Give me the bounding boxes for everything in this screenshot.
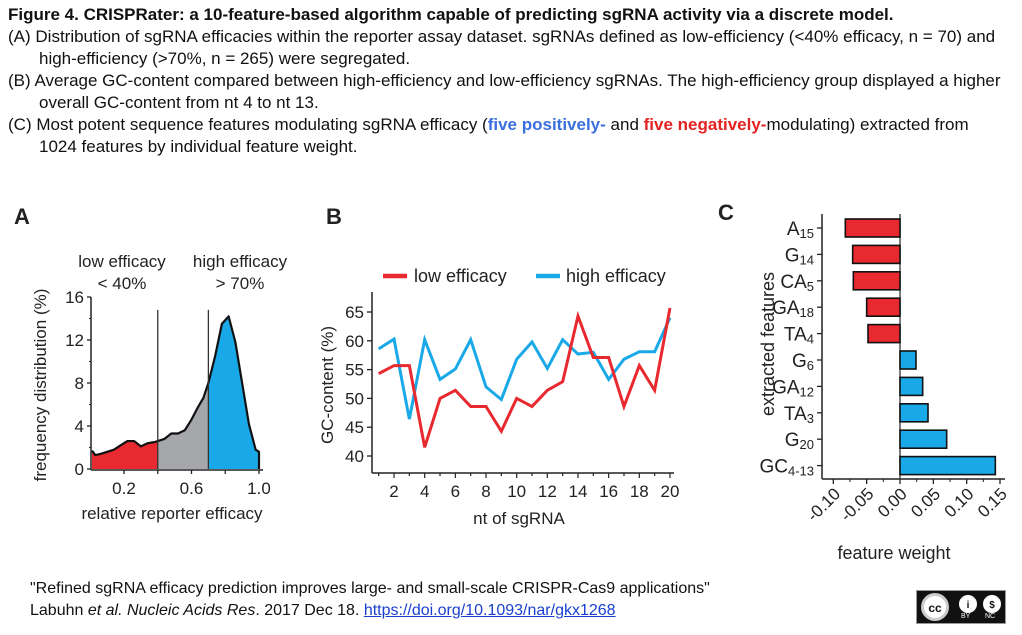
y-axis-title: extracted features [758,272,778,416]
x-axis-title: nt of sgRNA [473,509,565,528]
series-line-low-efficacy [378,307,672,448]
caption-item-b: (B) Average GC-content compared between … [8,71,1001,112]
bar-GA18 [865,297,901,318]
panel-label-c: C [718,200,734,225]
y-tick-label: 12 [65,331,84,350]
noncommercial-icon: $ [981,593,1003,615]
x-tick-label: 1.0 [247,479,271,498]
y-tick-label: 40 [345,447,364,466]
x-tick-label: 12 [538,482,557,501]
caption-item-a: (A) Distribution of sgRNA efficacies wit… [8,27,996,68]
caption-c-pre: (C) Most potent sequence features modula… [8,115,488,134]
nc-label: NC [985,613,996,620]
attribution-icon: i [957,593,979,615]
bar-G14 [851,244,901,265]
y-tick-label: G14 [785,245,814,267]
y-tick-label: 0 [75,460,84,479]
low-efficacy-threshold: < 40% [98,274,147,293]
x-tick-label: 0.05 [907,484,944,521]
bar-TA3 [899,402,929,423]
x-tick-label: 8 [481,482,490,501]
area-segment-high-efficacy [208,316,259,469]
panel-c-chart: A15 G14 CA5 GA18 TA4 G6 GA12 TA3 G20 GC4-13 -0.10-… [758,214,1011,563]
high-efficacy-label: high efficacy [193,252,288,271]
y-tick-label: 4 [75,417,84,436]
high-efficacy-threshold: > 70% [216,274,265,293]
citation-date: . 2017 Dec 18. [255,602,364,619]
y-tick-label: 55 [345,361,364,380]
x-tick-label: 18 [630,482,649,501]
panel-label-b: B [326,204,342,229]
x-tick-label: 16 [599,482,618,501]
y-tick-label: TA3 [784,404,814,426]
citation-title: "Refined sgRNA efficacy prediction impro… [30,580,710,597]
x-tick-label: -0.10 [803,484,844,525]
x-tick-label: 4 [420,482,429,501]
caption-c-positive: five positively- [487,115,606,134]
x-axis-title: relative reporter efficacy [81,504,263,523]
panel-b-chart: 40 45 50 55 60 65 2 4 6 8 10 12 14 16 18 20 nt of sgRNA G… [318,266,679,528]
y-tick-label: 8 [75,374,84,393]
area-segment-low-efficacy [92,441,158,469]
x-tick-label: 20 [661,482,680,501]
area-segment-intermediate [157,383,209,469]
y-tick-label: 16 [65,288,84,307]
y-tick-label: G6 [792,351,814,373]
x-tick-label: -0.05 [837,484,878,525]
y-tick-label: GA18 [772,298,814,320]
x-tick-label: 2 [389,482,398,501]
caption-c-post: modulating) extracted from 1024 features… [39,115,969,156]
x-tick-label: 0.00 [874,484,911,521]
x-tick-label: 0.6 [180,479,204,498]
panel-label-a: A [14,204,30,229]
citation-authors: Labuhn [30,602,88,619]
x-tick-label: 0.15 [974,484,1011,521]
x-tick-label: 14 [569,482,588,501]
series-line-high-efficacy [377,317,672,420]
low-efficacy-label: low efficacy [78,252,166,271]
bar-GC4-13 [899,455,997,476]
y-tick-label: 50 [345,389,364,408]
y-tick-label: 45 [345,418,364,437]
y-tick-label: 65 [345,303,364,322]
bar-G6 [899,350,917,370]
y-tick-label: A15 [787,219,814,241]
bar-A15 [844,218,901,238]
bar-G20 [899,429,948,450]
y-axis-title: frequency distribution (%) [31,289,50,482]
x-tick-label: 6 [451,482,460,501]
bar-GA12 [899,376,924,397]
citation: "Refined sgRNA efficacy prediction impro… [30,578,710,622]
y-tick-label: GA12 [772,377,814,399]
citation-journal: et al. Nucleic Acids Res [87,602,256,619]
figure-title: Figure 4. CRISPRater: a 10-feature-based… [8,5,894,24]
y-tick-label: CA5 [780,272,814,294]
y-tick-label: TA4 [784,325,814,347]
y-tick-label: 60 [345,332,364,351]
legend-label-low-efficacy: low efficacy [414,266,507,286]
doi-link[interactable]: https://doi.org/10.1093/nar/gkx1268 [363,602,616,619]
x-tick-label: 10 [507,482,526,501]
panel-a-chart: 0 4 8 12 16 0.2 0.6 1.0 relative reporter effica… [31,252,288,523]
by-label: BY [961,613,971,620]
caption-c-mid: and [605,115,644,134]
y-axis-title: GC-content (%) [318,326,337,444]
caption-item-c: (C) Most potent sequence features modula… [8,114,1008,158]
citation-ref: Labuhn et al. Nucleic Acids Res. 2017 De… [30,600,710,622]
x-tick-label: 0.2 [112,479,136,498]
y-tick-label: G20 [785,430,814,452]
cc-by-nc-license-badge[interactable]: cc i $ BY NC [916,590,1006,624]
x-axis-title: feature weight [837,543,950,563]
y-tick-label: GC4-13 [759,457,814,479]
legend-label-high-efficacy: high efficacy [566,266,666,286]
caption-c-negative: five negatively- [643,115,767,134]
bar-TA4 [867,323,901,344]
distribution-outline [91,315,261,469]
bar-CA5 [852,270,901,291]
cc-icon: cc [921,593,949,621]
x-tick-label: 0.10 [941,484,978,521]
figure-caption: Figure 4. CRISPRater: a 10-feature-based… [8,4,1008,158]
